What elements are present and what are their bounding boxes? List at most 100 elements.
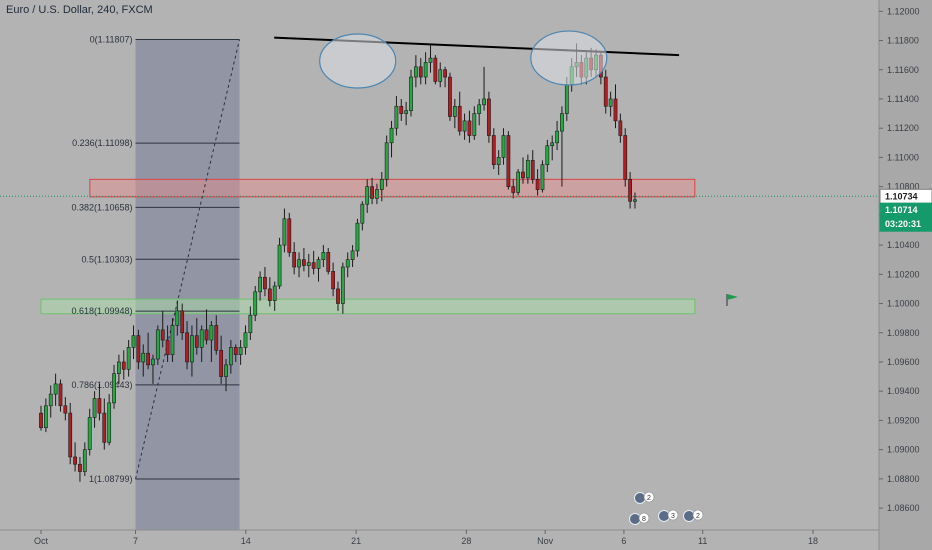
candle — [472, 106, 477, 140]
price-axis[interactable]: 1.12000 1.11800 1.11600 1.11400 1.11200 1.110… — [878, 0, 932, 550]
candle — [155, 325, 160, 365]
candle-body — [360, 203, 365, 224]
candle — [258, 271, 262, 301]
candle-body — [282, 218, 287, 246]
candle-body — [326, 252, 331, 272]
zones-layer — [40, 39, 696, 530]
price-tags-layer: 1.10734 1.10714 03:20:31 — [879, 188, 932, 232]
candle-body — [540, 164, 545, 190]
candle-body — [355, 222, 360, 252]
candle-body — [560, 113, 564, 132]
economic-event-marker[interactable]: 2 — [683, 509, 704, 522]
time-tick-label: Nov — [537, 536, 554, 546]
flag-icon[interactable] — [727, 294, 738, 300]
candle-body — [136, 335, 141, 363]
candle — [73, 442, 77, 472]
candle — [102, 398, 107, 450]
candle-body — [73, 456, 77, 465]
candle-body — [423, 62, 428, 78]
candle-body — [340, 266, 345, 304]
candle-body — [219, 349, 224, 377]
candle-body — [151, 358, 155, 366]
time-tick-label: 28 — [461, 536, 471, 546]
candle-body — [511, 186, 516, 193]
candle — [204, 309, 209, 345]
candle — [560, 106, 564, 187]
resistance-zone[interactable] — [89, 178, 696, 198]
candle-body — [477, 104, 482, 114]
price-tick-label: 1.09400 — [887, 386, 920, 396]
candle — [311, 250, 316, 275]
candle-body — [112, 373, 116, 404]
candle — [530, 150, 535, 184]
candle — [336, 281, 340, 311]
candle — [228, 340, 233, 374]
candle-body — [418, 66, 423, 78]
current-price-tag-text: 1.10714 — [885, 205, 918, 215]
candle — [233, 344, 238, 362]
candle — [53, 373, 58, 406]
time-tick-label: 11 — [698, 536, 707, 546]
candle-body — [209, 325, 214, 341]
price-tick-label: 1.10400 — [887, 240, 920, 250]
time-axis[interactable]: Oct 7 14 21 28 Nov 6 11 18 — [0, 529, 879, 546]
time-tick-label: Oct — [34, 536, 49, 546]
economic-event-marker[interactable]: 3 — [658, 509, 679, 522]
time-tick-label: 18 — [808, 536, 818, 546]
candle-body — [190, 335, 194, 363]
drawings-layer — [0, 30, 879, 306]
candle — [482, 66, 486, 111]
candle-body — [58, 383, 63, 407]
economic-event-marker[interactable]: 8 — [629, 512, 650, 525]
candle-body — [530, 160, 535, 180]
candle — [126, 340, 131, 377]
candle — [82, 442, 87, 476]
candle — [92, 391, 97, 428]
candle-body — [550, 142, 555, 147]
candle — [151, 354, 155, 384]
candle-body — [117, 361, 121, 374]
candle — [263, 267, 267, 297]
candle-body — [516, 171, 521, 193]
fibonacci-box — [135, 39, 240, 530]
candle — [525, 154, 530, 184]
candle-body — [87, 417, 92, 450]
double-top-ellipse[interactable] — [319, 33, 397, 89]
candle — [321, 245, 326, 267]
event-count-badge — [692, 509, 704, 521]
candle — [146, 332, 150, 370]
candle — [63, 397, 68, 421]
candle-body — [555, 130, 559, 144]
candle — [608, 91, 613, 117]
candle-body — [146, 352, 150, 366]
fib-level-label: 0.382(1.10658) — [71, 202, 132, 212]
candle-body — [238, 347, 243, 355]
candle-body — [302, 259, 306, 266]
candle-body — [535, 179, 540, 190]
candle — [107, 394, 112, 446]
support-zone[interactable] — [40, 298, 696, 315]
candle-body — [443, 69, 447, 78]
price-tick-label: 1.08800 — [887, 474, 920, 484]
candle-body — [180, 310, 185, 334]
candle — [306, 253, 311, 278]
economic-event-marker[interactable]: 2 — [634, 491, 655, 504]
candle-body — [253, 291, 258, 316]
candle — [316, 256, 321, 282]
candle-body — [92, 398, 97, 418]
event-count: 2 — [696, 513, 700, 520]
candle-body — [633, 199, 637, 202]
candle-body — [78, 463, 82, 472]
candle-body — [316, 259, 321, 269]
candle — [141, 344, 146, 377]
candle — [267, 277, 272, 307]
candle-body — [272, 285, 277, 301]
candle-body — [155, 329, 160, 360]
double-top-ellipse[interactable] — [530, 30, 608, 86]
candle-body — [350, 250, 355, 260]
price-tick-label: 1.12000 — [887, 6, 920, 16]
candle-body — [160, 329, 165, 341]
candle — [331, 262, 335, 297]
candle — [452, 98, 457, 129]
